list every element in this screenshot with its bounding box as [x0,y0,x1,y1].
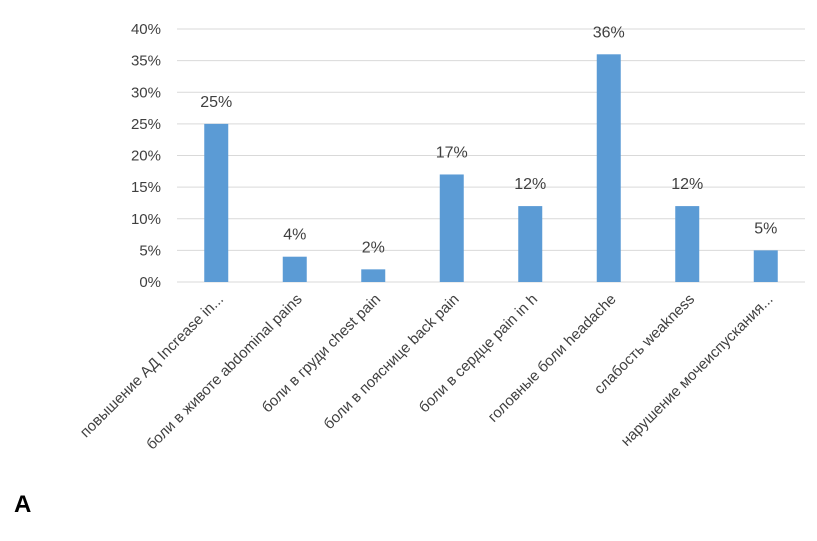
data-label: 25% [200,94,232,111]
x-axis-category-labels: повышение АД Increase in...боли в животе… [77,291,777,453]
bar [753,250,778,282]
bars [204,54,778,282]
x-category-label: боли в животе abdominal pains [143,291,305,453]
y-tick-label: 25% [131,116,161,133]
y-tick-label: 30% [131,84,161,101]
data-label: 2% [362,239,385,256]
data-label: 36% [593,24,625,41]
gridlines [177,28,805,283]
y-tick-label: 0% [139,274,161,291]
bar [439,174,464,282]
y-tick-label: 20% [131,148,161,165]
bar [204,123,229,282]
data-label: 17% [436,144,468,161]
y-tick-label: 10% [131,211,161,228]
data-labels: 25% 4% 2% 17% 12% 36% 12% 5% [200,24,777,256]
bar [596,54,621,282]
bar [361,269,386,282]
bar [675,206,700,282]
x-category-label: боли в пояснице back pain [320,291,462,433]
panel-label: A [14,491,31,518]
y-axis-tick-labels: 0% 5% 10% 15% 20% 25% 30% 35% 40% [131,21,161,291]
data-label: 12% [514,176,546,193]
x-category-label: повышение АД Increase in... [77,291,227,441]
bar [518,206,543,282]
data-label: 5% [754,220,777,237]
x-category-label: нарушение мочеиспускания... [618,291,777,450]
x-category-label: головные боли headache [485,291,620,426]
y-tick-label: 40% [131,21,161,38]
bar [282,256,307,282]
y-tick-label: 35% [131,53,161,70]
data-label: 12% [671,176,703,193]
y-tick-label: 15% [131,179,161,196]
y-tick-label: 5% [139,242,161,259]
data-label: 4% [283,227,306,244]
